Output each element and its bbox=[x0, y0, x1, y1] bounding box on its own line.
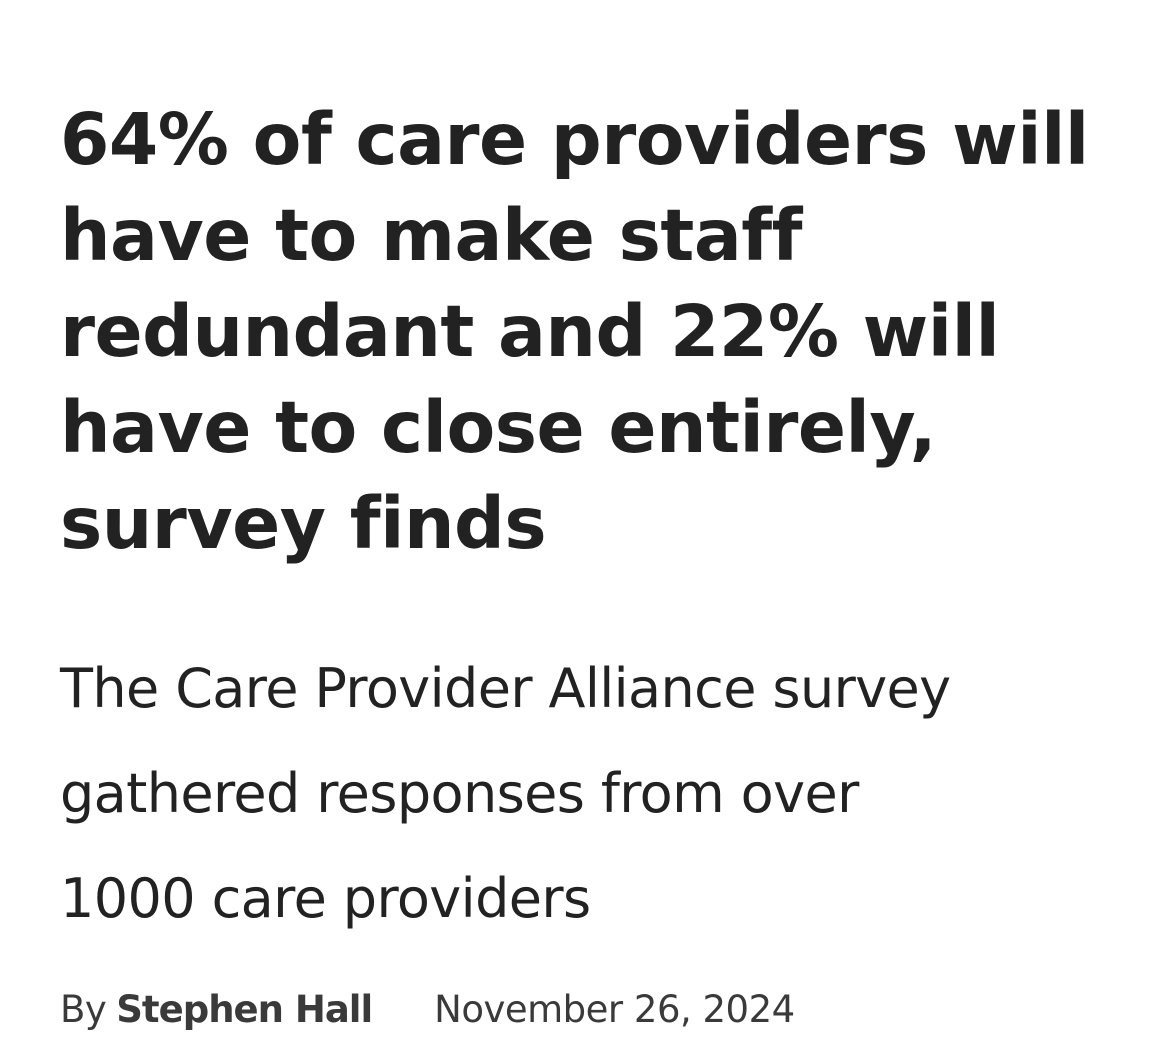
publish-date: November 26, 2024 bbox=[434, 987, 795, 1031]
standfirst: The Care Provider Alliance survey gather… bbox=[60, 636, 1140, 951]
standfirst-line: The Care Provider Alliance survey bbox=[60, 657, 951, 720]
standfirst-line: 1000 care providers bbox=[60, 867, 591, 930]
standfirst-line: gathered responses from over bbox=[60, 762, 859, 825]
headline-line: have to make staff bbox=[60, 194, 803, 277]
headline-line: 64% of care providers will bbox=[60, 98, 1089, 181]
byline: By Stephen Hall November 26, 2024 bbox=[60, 984, 1120, 1034]
byline-prefix: By bbox=[60, 987, 107, 1031]
author-link[interactable]: Stephen Hall bbox=[116, 987, 373, 1031]
headline-line: redundant and 22% will bbox=[60, 290, 1000, 373]
headline-line: survey finds bbox=[60, 482, 547, 565]
headline-line: have to close entirely, bbox=[60, 386, 937, 469]
headline: 64% of care providers will have to make … bbox=[60, 92, 1120, 572]
